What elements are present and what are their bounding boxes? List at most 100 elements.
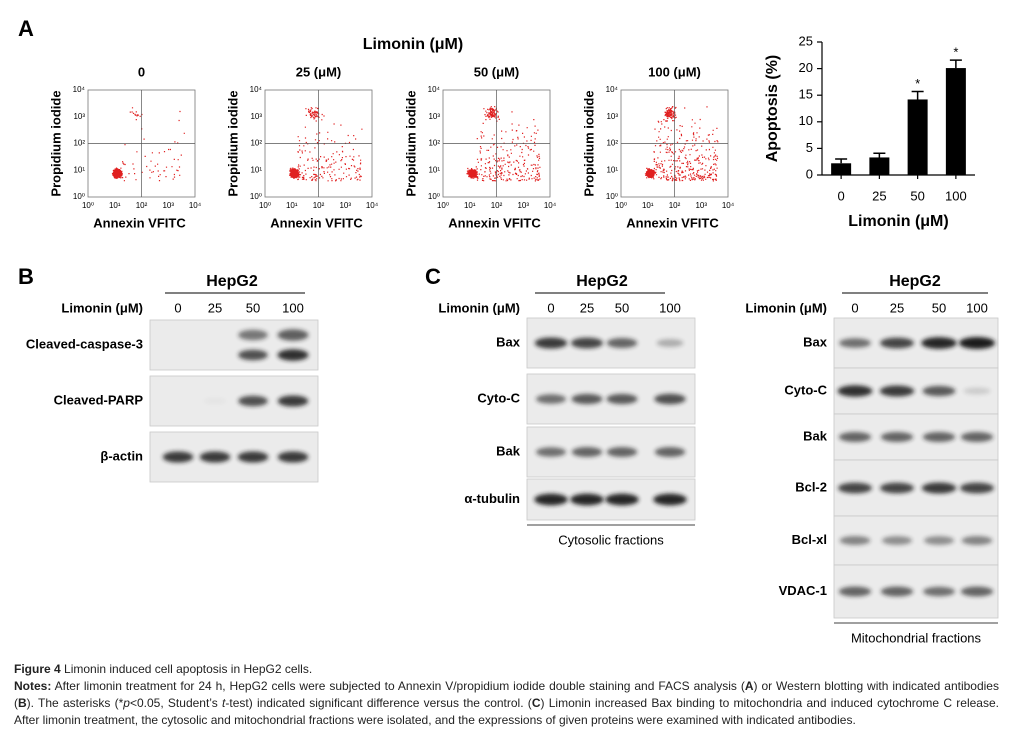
band	[570, 493, 604, 506]
band	[838, 482, 872, 494]
band	[839, 536, 871, 545]
y-tick-label: 20	[799, 60, 813, 75]
panel-title: Limonin (μM)	[363, 36, 463, 53]
y-tick-label: 0	[806, 166, 813, 181]
x-axis-label: Annexin VFITC	[448, 215, 541, 230]
x-tick-label: 10¹	[464, 201, 476, 210]
x-tick-label: 10⁰	[82, 201, 94, 210]
band	[238, 349, 268, 361]
y-tick-label: 10⁰	[428, 192, 440, 201]
plot-label: 25 (μM)	[296, 64, 342, 79]
significance-mark: *	[953, 45, 958, 60]
band	[571, 393, 603, 405]
band	[277, 395, 309, 407]
band	[536, 394, 566, 404]
x-tick-label: 10³	[339, 201, 351, 210]
x-tick-label: 10¹	[286, 201, 298, 210]
figure: A Limonin (μM) B C 0 Propidium iodide Anne…	[18, 16, 999, 645]
lane-label: 0	[174, 300, 181, 315]
notes-text: p	[123, 696, 130, 710]
band	[961, 536, 993, 545]
y-axis-label: Propidium iodide	[403, 90, 418, 196]
notes-text: t	[222, 696, 226, 710]
x-tick-label: 10⁴	[189, 201, 202, 210]
band	[837, 385, 873, 397]
bar	[831, 163, 852, 175]
panel-label: B	[18, 264, 34, 289]
y-tick-label: 10²	[606, 139, 618, 148]
notes-text: Notes:	[14, 679, 52, 693]
y-axis-label: Propidium iodide	[225, 90, 240, 196]
band	[534, 337, 568, 349]
band	[277, 349, 309, 361]
plot-label: 50 (μM)	[474, 64, 520, 79]
band	[606, 393, 638, 405]
notes-text: <0.05, Student’s	[129, 696, 223, 710]
lane-label: 25	[890, 300, 904, 315]
lane-label: 25	[208, 300, 222, 315]
notes-text: A	[744, 679, 754, 693]
treatment-label: Limonin (μM)	[745, 300, 827, 315]
scatter-dots	[289, 107, 363, 182]
band	[880, 586, 914, 597]
band	[923, 536, 955, 545]
y-axis-label: Propidium iodide	[581, 90, 596, 196]
panel-label: C	[425, 264, 441, 289]
band	[963, 387, 991, 395]
lane-label: 100	[659, 300, 681, 315]
y-tick-label: 10⁰	[250, 192, 262, 201]
lane-label: 100	[282, 300, 304, 315]
x-tick-label: 100	[945, 188, 967, 203]
x-tick-label: 10⁰	[259, 201, 271, 210]
band	[922, 432, 956, 442]
band	[838, 586, 872, 597]
y-tick-label: 10¹	[250, 165, 262, 174]
fraction-label: Cytosolic fractions	[558, 532, 664, 547]
band	[162, 451, 194, 463]
row-label: Bcl-xl	[792, 532, 827, 547]
row-label: VDAC-1	[779, 583, 827, 598]
x-axis-label: Annexin VFITC	[270, 215, 363, 230]
band	[922, 385, 956, 397]
row-label: Bax	[803, 334, 828, 349]
y-tick-label: 10³	[73, 112, 85, 121]
row-label: Cleaved-PARP	[54, 392, 144, 407]
notes-text: C	[531, 696, 541, 710]
band	[839, 338, 871, 348]
band	[277, 329, 309, 341]
error-bar	[949, 59, 962, 69]
caption: Figure 4 Limonin induced cell apoptosis …	[14, 661, 999, 729]
row-label: Bak	[803, 428, 828, 443]
band	[879, 385, 915, 397]
row-label: α-tubulin	[464, 491, 520, 506]
bar	[945, 68, 966, 175]
band	[656, 339, 684, 347]
figure-title: Limonin induced cell apoptosis in HepG2 …	[64, 662, 313, 676]
notes-text: -test) indicated significant difference …	[225, 696, 532, 710]
band	[959, 337, 995, 349]
band	[923, 586, 955, 597]
row-label: Cyto-C	[477, 390, 520, 405]
y-tick-label: 10²	[250, 139, 262, 148]
fraction-label: Mitochondrial fractions	[851, 630, 982, 645]
row-label: β-actin	[100, 448, 143, 463]
bar	[869, 157, 890, 175]
band	[237, 451, 269, 463]
notes-text: ). The asterisks (*	[26, 696, 124, 710]
x-tick-label: 10²	[313, 201, 325, 210]
lane-label: 100	[966, 300, 988, 315]
x-tick-label: 10¹	[642, 201, 654, 210]
band	[921, 482, 957, 494]
x-tick-label: 10⁴	[366, 201, 379, 210]
error-bar	[911, 90, 924, 100]
band	[571, 447, 603, 457]
error-bar	[873, 152, 886, 158]
y-tick-label: 10¹	[73, 165, 85, 174]
notes-text: ) Limonin increased Bax binding to mitoc…	[14, 696, 999, 727]
lane-label: 0	[547, 300, 554, 315]
scatter-dots	[111, 107, 185, 182]
treatment-label: Limonin (μM)	[438, 300, 520, 315]
y-tick-label: 15	[799, 87, 813, 102]
band	[277, 451, 309, 463]
